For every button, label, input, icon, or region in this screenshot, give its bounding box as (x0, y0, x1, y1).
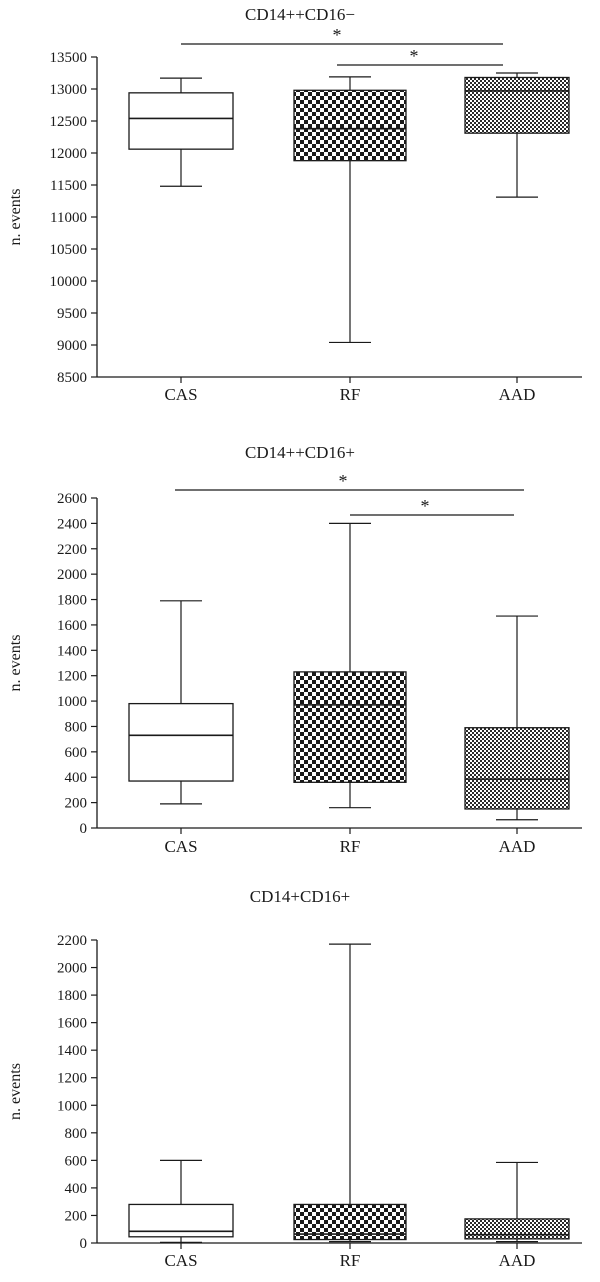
y-tick-label: 400 (65, 1181, 88, 1197)
box-rf (293, 76, 407, 344)
y-tick-label: 200 (65, 796, 88, 812)
x-tick-label: RF (340, 385, 361, 404)
box-rf (293, 522, 407, 809)
y-axis-title: n. events (7, 635, 24, 692)
y-tick-label: 1000 (57, 694, 87, 710)
box-rf (293, 943, 407, 1243)
chart-title: CD14+CD16+ (250, 887, 350, 906)
iqr-box (128, 702, 234, 782)
y-tick-label: 1400 (57, 1043, 87, 1059)
y-tick-label: 2000 (57, 961, 87, 977)
y-tick-label: 600 (65, 745, 88, 761)
significance-marker: * (339, 471, 348, 491)
y-tick-label: 8500 (57, 370, 87, 386)
y-tick-label: 10000 (50, 274, 88, 290)
y-tick-label: 400 (65, 770, 88, 786)
y-tick-label: 1800 (57, 593, 87, 609)
y-axis-title: n. events (7, 189, 24, 246)
box-cas (128, 77, 234, 187)
y-tick-label: 2000 (57, 567, 87, 583)
y-tick-label: 11000 (50, 210, 87, 226)
significance-marker: * (421, 496, 430, 516)
x-tick-label: RF (340, 837, 361, 856)
y-tick-label: 800 (65, 1126, 88, 1142)
y-tick-label: 1600 (57, 618, 87, 634)
box-cas (128, 600, 234, 805)
y-tick-label: 2200 (57, 542, 87, 558)
y-tick-label: 13000 (50, 82, 88, 98)
y-axis-title: n. events (7, 1063, 24, 1120)
chart-panel-3: CD14+CD16+ 0 200 400 600 800 1000 1200 1400 1600 1… (7, 887, 582, 1270)
y-tick-label: 2600 (57, 491, 87, 507)
iqr-box (128, 92, 234, 150)
y-tick-label: 1600 (57, 1016, 87, 1032)
chart-panel-1: CD14++CD16− 8500 9000 9500 10000 10500 11000 11… (7, 5, 582, 404)
x-tick-label: AAD (499, 837, 536, 856)
significance-marker: * (410, 46, 419, 66)
iqr-box (464, 727, 570, 810)
y-tick-label: 1200 (57, 669, 87, 685)
y-tick-label: 9000 (57, 338, 87, 354)
y-tick-label: 10500 (50, 242, 88, 258)
box-aad (464, 1161, 570, 1243)
box-cas (128, 1159, 234, 1243)
y-tick-label: 1400 (57, 643, 87, 659)
y-tick-label: 200 (65, 1208, 88, 1224)
box-aad (464, 615, 570, 821)
y-tick-label: 600 (65, 1153, 88, 1169)
y-tick-label: 1800 (57, 988, 87, 1004)
x-tick-label: AAD (499, 385, 536, 404)
x-tick-label: CAS (164, 385, 197, 404)
chart-panel-2: CD14++CD16+ 0 200 400 600 800 1000 1200 1400 1600… (7, 443, 582, 856)
y-tick-label: 9500 (57, 306, 87, 322)
x-tick-label: AAD (499, 1251, 536, 1270)
iqr-box (293, 89, 407, 162)
y-tick-label: 800 (65, 719, 88, 735)
y-tick-label: 12500 (50, 114, 88, 130)
chart-title: CD14++CD16− (245, 5, 355, 24)
y-tick-label: 2200 (57, 933, 87, 949)
y-tick-label: 1000 (57, 1098, 87, 1114)
iqr-box (464, 1218, 570, 1240)
y-tick-label: 0 (80, 821, 88, 837)
y-tick-label: 1200 (57, 1071, 87, 1087)
x-tick-label: RF (340, 1251, 361, 1270)
y-tick-label: 11500 (50, 178, 87, 194)
significance-marker: * (333, 25, 342, 45)
x-tick-label: CAS (164, 837, 197, 856)
y-tick-label: 0 (80, 1236, 88, 1252)
box-aad (464, 72, 570, 198)
iqr-box (464, 76, 570, 134)
x-tick-label: CAS (164, 1251, 197, 1270)
iqr-box (293, 671, 407, 783)
y-tick-label: 2400 (57, 516, 87, 532)
y-tick-label: 12000 (50, 146, 88, 162)
y-tick-label: 13500 (50, 50, 88, 66)
chart-title: CD14++CD16+ (245, 443, 355, 462)
